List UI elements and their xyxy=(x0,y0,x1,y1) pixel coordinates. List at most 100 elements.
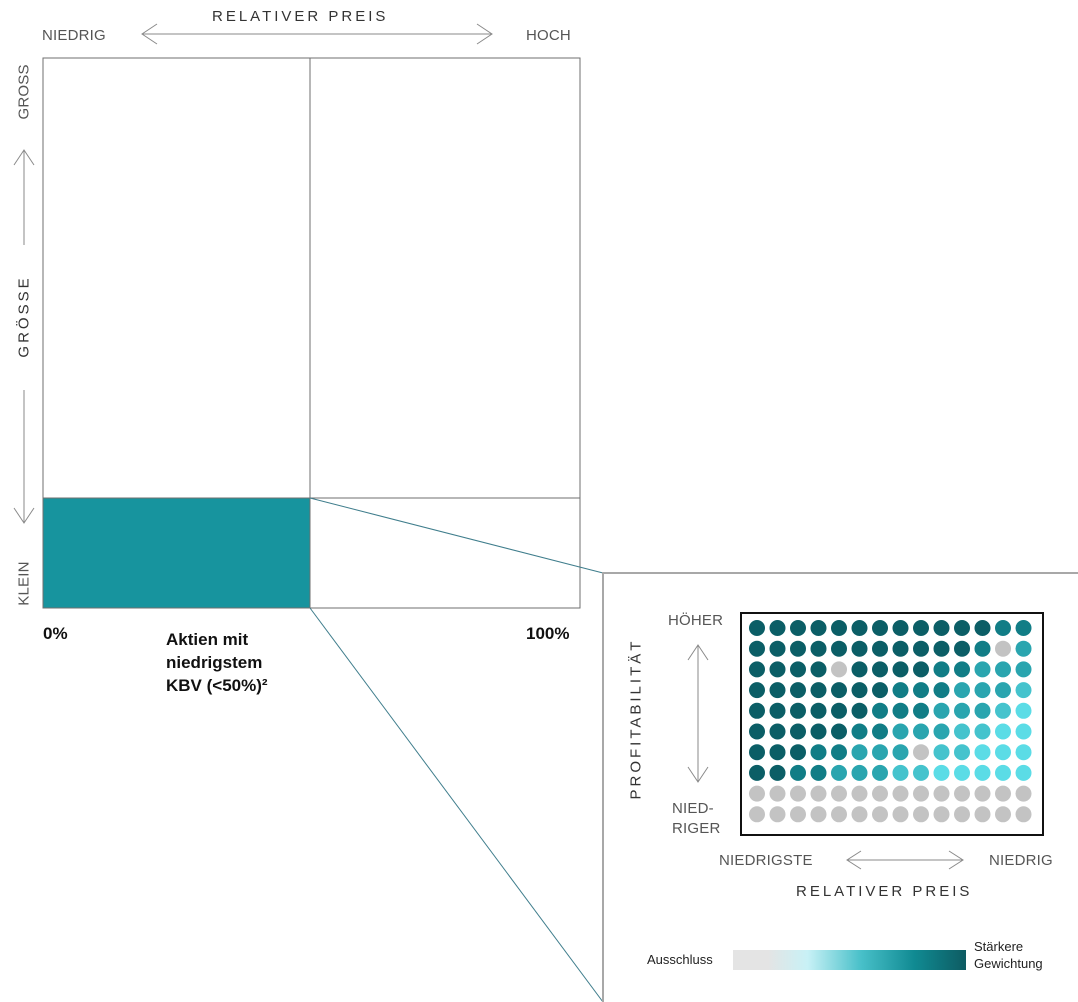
detail-x-low-label: NIEDRIGSTE xyxy=(719,852,813,869)
dot-cell xyxy=(810,723,827,740)
detail-x-axis-title: RELATIVER PREIS xyxy=(796,883,973,900)
dot-cell xyxy=(954,785,970,802)
dot-cell xyxy=(810,806,827,823)
dot-cell xyxy=(892,640,909,657)
dot-cell xyxy=(831,661,847,678)
dot-cell xyxy=(995,640,1011,657)
highlight-caption-line3: KBV (<50%)² xyxy=(166,676,268,695)
dot-cell xyxy=(933,785,950,802)
dot-cell xyxy=(790,702,806,719)
detail-x-high-label: NIEDRIG xyxy=(989,852,1053,869)
dot-cell xyxy=(790,785,806,802)
dot-cell xyxy=(1015,723,1032,740)
dot-cell xyxy=(892,744,909,761)
quadrant-small-high-price xyxy=(309,497,581,609)
dot-cell xyxy=(749,661,765,678)
dot-cell xyxy=(749,785,765,802)
dot-cell xyxy=(954,723,970,740)
legend-high-line1: Stärkere xyxy=(974,939,1024,954)
dot-cell xyxy=(831,785,847,802)
dot-cell xyxy=(851,661,868,678)
dot-cell xyxy=(851,744,868,761)
legend-high-label: Stärkere Gewichtung xyxy=(974,938,1043,972)
dot-cell xyxy=(749,806,765,823)
dot-cell xyxy=(954,661,970,678)
dot-cell xyxy=(1015,806,1032,823)
dot-cell xyxy=(769,702,786,719)
dot-cell xyxy=(810,682,827,699)
dot-cell xyxy=(790,661,806,678)
dot-cell xyxy=(974,744,991,761)
dot-cell xyxy=(851,806,868,823)
x-start-label: 0% xyxy=(43,624,68,643)
dot-cell xyxy=(790,744,806,761)
dot-cell xyxy=(954,620,970,636)
dot-cell xyxy=(749,702,765,719)
y-axis-low-label: KLEIN xyxy=(15,561,33,606)
dot-cell xyxy=(810,640,827,657)
dot-cell xyxy=(913,764,929,781)
dot-cell xyxy=(933,620,950,636)
dot-cell xyxy=(810,620,827,636)
dot-cell xyxy=(933,682,950,699)
dot-cell xyxy=(810,661,827,678)
dot-cell xyxy=(851,620,868,636)
dot-cell xyxy=(769,620,786,636)
dot-cell xyxy=(1015,744,1032,761)
dot-cell xyxy=(810,785,827,802)
dot-cell xyxy=(995,620,1011,636)
dot-cell xyxy=(933,640,950,657)
dot-cell xyxy=(749,723,765,740)
dot-cell xyxy=(954,806,970,823)
dot-cell xyxy=(954,682,970,699)
y-axis-high-label: GROSS xyxy=(15,64,33,120)
dot-cell xyxy=(872,682,888,699)
dot-cell xyxy=(872,702,888,719)
dot-cell xyxy=(933,744,950,761)
dot-cell xyxy=(1015,702,1032,719)
dot-cell xyxy=(892,702,909,719)
dot-cell xyxy=(913,620,929,636)
y-axis-title: GRÖSSE xyxy=(15,275,33,358)
dot-cell xyxy=(810,702,827,719)
dot-cell xyxy=(790,806,806,823)
x-axis-low-label: NIEDRIG xyxy=(42,27,106,44)
zoom-line-top xyxy=(309,497,604,574)
dot-cell xyxy=(913,661,929,678)
dot-cell xyxy=(933,764,950,781)
highlight-caption-line2: niedrigstem xyxy=(166,653,263,672)
dot-cell xyxy=(954,764,970,781)
dot-cell xyxy=(769,806,786,823)
dot-cell xyxy=(749,764,765,781)
dot-cell xyxy=(790,640,806,657)
dot-cell xyxy=(769,764,786,781)
dot-cell xyxy=(974,785,991,802)
legend-low-label: Ausschluss xyxy=(647,952,713,967)
dot-cell xyxy=(995,682,1011,699)
dot-cell xyxy=(892,682,909,699)
x-axis-title: RELATIVER PREIS xyxy=(212,8,389,25)
dot-cell xyxy=(933,661,950,678)
dot-cell xyxy=(831,744,847,761)
dot-cell xyxy=(913,785,929,802)
dot-cell xyxy=(974,682,991,699)
dot-cell xyxy=(954,702,970,719)
dot-cell xyxy=(974,764,991,781)
dot-cell xyxy=(769,744,786,761)
profitability-high-label: HÖHER xyxy=(668,612,724,629)
dot-cell xyxy=(913,723,929,740)
dot-cell xyxy=(974,640,991,657)
dot-cell xyxy=(913,640,929,657)
dot-cell xyxy=(892,785,909,802)
profitability-double-arrow xyxy=(687,644,709,783)
dot-cell xyxy=(831,640,847,657)
x-axis-high-label: HOCH xyxy=(526,27,571,44)
dot-cell xyxy=(954,744,970,761)
dot-cell xyxy=(831,806,847,823)
dot-cell xyxy=(1015,640,1032,657)
dot-cell xyxy=(749,744,765,761)
quadrant-large-high-price xyxy=(309,57,581,499)
y-axis-up-arrow xyxy=(13,149,35,245)
dot-cell xyxy=(831,702,847,719)
dot-cell xyxy=(769,661,786,678)
